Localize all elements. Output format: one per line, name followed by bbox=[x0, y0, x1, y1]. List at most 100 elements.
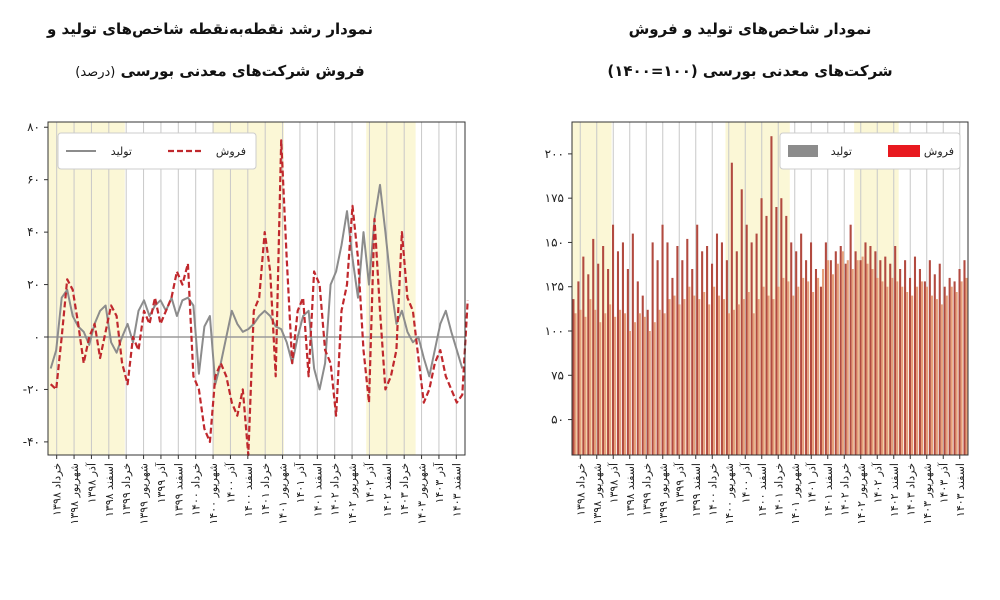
production-index-bar bbox=[599, 322, 602, 455]
sales-index-bar bbox=[711, 263, 714, 455]
production-index-bar bbox=[638, 313, 641, 455]
production-index-bar bbox=[757, 299, 760, 455]
growth-xtick-label: خرداد ۱۴۰۱ bbox=[259, 463, 272, 516]
growth-chart-title-line2: فروش شرکت‌های معدنی بورسی (درصد) bbox=[20, 62, 420, 80]
sales-index-bar bbox=[933, 274, 936, 455]
growth-xtick-label: خرداد ۱۴۰۲ bbox=[329, 463, 342, 516]
sales-index-bar bbox=[646, 309, 649, 455]
production-index-bar bbox=[668, 299, 671, 455]
production-index-bar bbox=[876, 277, 879, 455]
production-index-bar bbox=[960, 281, 963, 455]
production-index-bar bbox=[579, 309, 582, 455]
production-index-bar bbox=[930, 295, 933, 455]
index-xtick-label: شهریور ۱۳۹۸ bbox=[591, 463, 604, 525]
index-ytick-label: ۲۰۰ bbox=[545, 147, 564, 161]
sales-index-bar bbox=[770, 136, 773, 455]
sales-index-bar bbox=[577, 281, 580, 455]
production-index-bar bbox=[708, 304, 711, 455]
production-index-bar bbox=[802, 277, 805, 455]
index-xtick-label: خرداد ۱۴۰۰ bbox=[706, 463, 719, 516]
index-ytick-label: ۵۰ bbox=[551, 413, 564, 427]
production-index-bar bbox=[886, 286, 889, 455]
production-index-bar bbox=[817, 277, 820, 455]
production-index-bar bbox=[718, 295, 721, 455]
production-index-bar bbox=[658, 309, 661, 455]
index-ytick-label: ۱۲۵ bbox=[545, 280, 564, 294]
production-index-bar bbox=[841, 251, 844, 455]
growth-ytick-label: ۲۰ bbox=[27, 278, 40, 292]
sales-index-bar bbox=[636, 281, 639, 455]
sales-index-bar bbox=[963, 260, 966, 455]
sales-index-bar bbox=[849, 224, 852, 455]
index-xtick-label: آذر ۱۴۰۰ bbox=[738, 462, 752, 503]
sales-index-bar bbox=[879, 260, 882, 455]
production-index-bar bbox=[807, 281, 810, 455]
sales-index-bar bbox=[869, 246, 872, 455]
index-xtick-label: شهریور ۱۴۰۱ bbox=[789, 463, 802, 525]
production-index-bar bbox=[703, 292, 706, 455]
production-index-bar bbox=[643, 316, 646, 455]
production-index-bar bbox=[851, 269, 854, 455]
sales-index-bar bbox=[899, 269, 902, 455]
index-xtick-label: اسفند ۱۳۹۸ bbox=[624, 463, 637, 517]
sales-index-bar bbox=[864, 242, 867, 455]
sales-index-bar bbox=[824, 242, 827, 455]
sales-index-bar bbox=[626, 269, 629, 455]
sales-index-bar bbox=[834, 251, 837, 455]
production-index-bar bbox=[940, 304, 943, 455]
production-index-bar bbox=[787, 281, 790, 455]
production-index-bar bbox=[935, 299, 938, 455]
production-index-bar bbox=[896, 281, 899, 455]
production-legend-swatch bbox=[788, 145, 818, 157]
production-index-bar bbox=[950, 286, 953, 455]
production-legend-label: تولید bbox=[111, 145, 132, 158]
sales-index-bar bbox=[938, 263, 941, 455]
index-xtick-label: خرداد ۱۳۹۹ bbox=[640, 463, 653, 516]
growth-xtick-label: خرداد ۱۴۰۳ bbox=[398, 463, 411, 516]
production-index-bar bbox=[821, 269, 825, 455]
production-index-bar bbox=[604, 313, 607, 455]
growth-xtick-label: شهریور ۱۳۹۸ bbox=[68, 463, 81, 525]
production-index-bar bbox=[574, 313, 577, 455]
sales-index-bar bbox=[765, 215, 768, 455]
sales-index-bar bbox=[750, 242, 753, 455]
sales-index-bar bbox=[839, 246, 842, 455]
sales-index-bar bbox=[616, 251, 620, 455]
production-index-bar bbox=[856, 260, 859, 455]
index-ytick-label: ۷۵ bbox=[551, 368, 564, 382]
growth-ytick-label: ۸۰ bbox=[27, 120, 40, 134]
production-index-bar bbox=[901, 286, 904, 455]
production-index-bar bbox=[727, 313, 731, 455]
production-index-bar bbox=[678, 304, 681, 455]
sales-index-bar bbox=[760, 198, 763, 455]
sales-index-bar bbox=[681, 260, 684, 455]
growth-shaded-period bbox=[48, 122, 125, 455]
sales-legend-label: فروش bbox=[216, 145, 246, 158]
growth-xtick-label: اسفند ۱۴۰۳ bbox=[450, 463, 463, 517]
production-index-bar bbox=[594, 309, 597, 455]
production-index-bar bbox=[752, 313, 755, 455]
growth-chart-title-line1: نمودار رشد نقطه‌به‌نقطه شاخص‌های تولید و bbox=[47, 20, 373, 38]
growth-chart-panel: نمودار رشد نقطه‌به‌نقطه شاخص‌های تولید و… bbox=[20, 20, 469, 525]
sales-index-bar bbox=[884, 256, 887, 455]
sales-index-bar bbox=[745, 224, 748, 455]
index-xtick-label: شهریور ۱۴۰۲ bbox=[855, 463, 868, 525]
production-index-bar bbox=[722, 299, 726, 455]
production-index-bar bbox=[688, 286, 691, 455]
growth-xtick-label: اسفند ۱۳۹۹ bbox=[172, 463, 185, 517]
growth-frame bbox=[47, 121, 466, 456]
sales-index-bar bbox=[701, 251, 704, 455]
production-index-bar bbox=[742, 299, 745, 455]
sales-index-bar bbox=[948, 277, 951, 455]
index-legend: تولید فروش bbox=[779, 132, 961, 170]
growth-xtick-label: شهریور ۱۴۰۳ bbox=[416, 463, 429, 525]
sales-index-bar bbox=[612, 224, 615, 455]
production-index-bar bbox=[628, 331, 632, 455]
growth-xtick-label: آذر ۱۳۹۸ bbox=[84, 462, 98, 503]
growth-ytick-label: -۲۰ bbox=[23, 382, 40, 396]
sales-index-bar bbox=[755, 233, 758, 455]
sales-index-bar bbox=[602, 246, 605, 455]
production-index-bar bbox=[920, 281, 924, 455]
production-index-bar bbox=[609, 304, 612, 455]
growth-chart-title-unit: (درصد) bbox=[75, 65, 116, 80]
